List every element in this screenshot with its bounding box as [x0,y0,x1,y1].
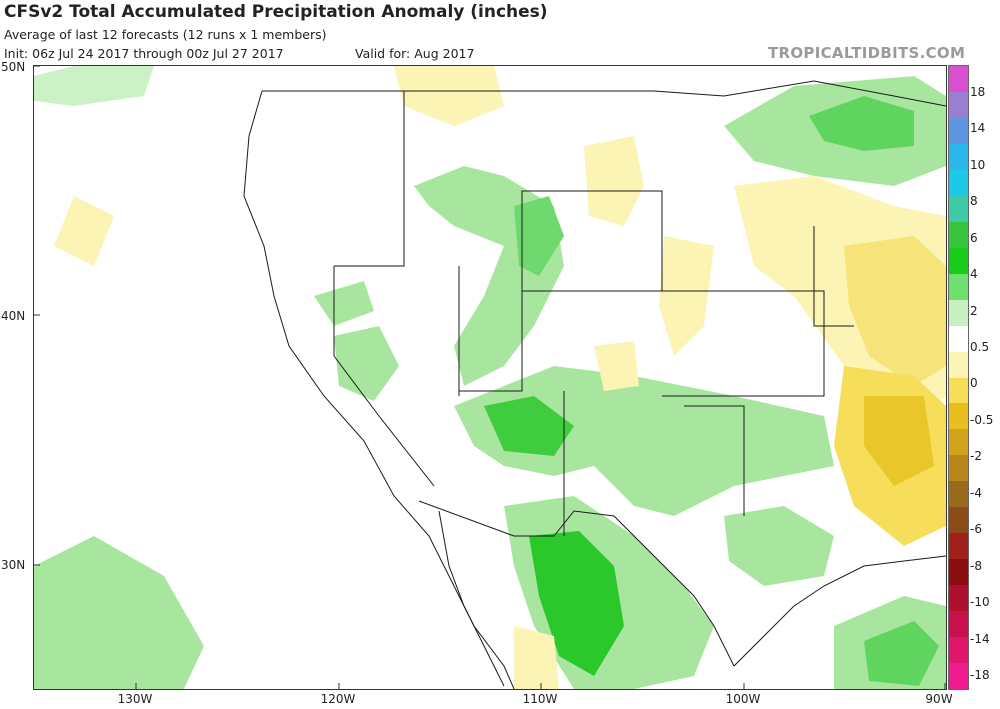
legend-swatch [949,637,968,664]
dry-area-northern-plains [584,136,644,226]
legend-label: -18 [970,667,990,682]
wet-area-texas [724,506,834,586]
state-line-5 [662,290,825,397]
legend-label: -6 [970,522,982,537]
us-mexico-border [418,500,735,667]
lat-label-40n: 40N [1,309,26,323]
baja-peninsula [438,510,505,687]
legend-swatch [949,533,968,560]
legend-swatch [949,559,968,586]
dry-area-coastal-baja [514,626,559,689]
legend-swatch [949,351,968,378]
gulf-coast [733,555,946,667]
lat-label-50n: 50N [1,60,26,74]
legend-label: -4 [970,485,982,500]
legend-label: 0.5 [970,340,990,355]
legend-swatch [949,273,968,301]
boundary-lines [243,80,946,689]
legend-label: 4 [970,267,978,282]
legend-label: 10 [970,157,986,172]
wet-area-pacific-south [34,536,204,689]
dry-area-midwest-core [844,236,946,386]
legend-swatch [949,611,968,638]
wet-area-arizona-core [484,396,574,456]
legend-swatch [949,169,968,197]
legend-swatch [949,455,968,482]
legend-label: 0 [970,376,978,391]
us-canada-border [262,80,946,107]
wet-area-northern-lakes-core [809,96,914,151]
legend-label: 2 [970,303,978,318]
state-line-3 [459,291,523,392]
legend-label: -14 [970,631,990,646]
legend-swatch [949,325,968,353]
state-line-6 [684,405,745,516]
legend-colorbar [948,65,969,690]
wet-area-nevada [334,326,399,401]
legend-swatch [949,663,968,690]
wet-area-pacific-nw [34,66,154,106]
valid-time: Valid for: Aug 2017 [355,46,475,61]
wet-area-west-coast-small [314,281,374,326]
legend-swatch [949,117,968,145]
dry-area-central [594,341,639,391]
legend-swatch [949,429,968,456]
legend-swatch [949,221,968,249]
legend-label: -8 [970,558,982,573]
legend-swatch [949,195,968,223]
lon-label-100w: 100W [725,692,761,706]
lat-label-30n: 30N [1,558,26,572]
legend-swatch [949,247,968,275]
wet-area-rockies-core [514,196,564,276]
legend-swatch [949,481,968,508]
chart-subtitle: Average of last 12 forecasts (12 runs x … [4,27,327,42]
grid-ticks [34,66,946,689]
dry-area-mississippi-core [864,396,934,486]
legend-swatch [949,66,968,93]
legend-swatch [949,143,968,171]
legend-label: -2 [970,449,982,464]
state-line-7 [813,226,854,327]
lon-label-110w: 110W [522,692,558,706]
wet-anomaly-areas [34,66,946,689]
legend-swatch [949,299,968,327]
lon-label-120w: 120W [320,692,356,706]
legend-swatch [949,91,968,119]
state-line-8 [333,266,435,487]
lon-label-130w: 130W [117,692,153,706]
dry-anomaly-areas [54,66,946,689]
legend-swatch [949,377,968,404]
wet-area-southwest [454,366,834,516]
legend-label: -0.5 [970,412,994,427]
dry-area-rocky-north [394,66,504,126]
map-panel [33,65,947,690]
legend-swatch [949,585,968,612]
wet-area-gulf-core [864,621,939,686]
legend-label: 14 [970,121,986,136]
dry-area-pacific-nw-small [54,196,114,266]
state-line-1 [334,91,405,267]
init-time: Init: 06z Jul 24 2017 through 00z Jul 27… [4,46,284,61]
legend-label: -10 [970,595,990,610]
legend-label: 18 [970,85,986,99]
wet-area-mexico-core [529,531,624,676]
legend-swatch [949,507,968,534]
legend-label: 8 [970,194,978,209]
lon-label-90w: 90W [925,692,953,706]
chart-title: CFSv2 Total Accumulated Precipitation An… [4,2,548,22]
legend-swatch [949,403,968,430]
source-watermark: TROPICALTIDBITS.COM [768,44,966,62]
legend-label: 6 [970,230,978,245]
anomaly-map [34,66,946,689]
dry-area-plains [659,236,714,356]
